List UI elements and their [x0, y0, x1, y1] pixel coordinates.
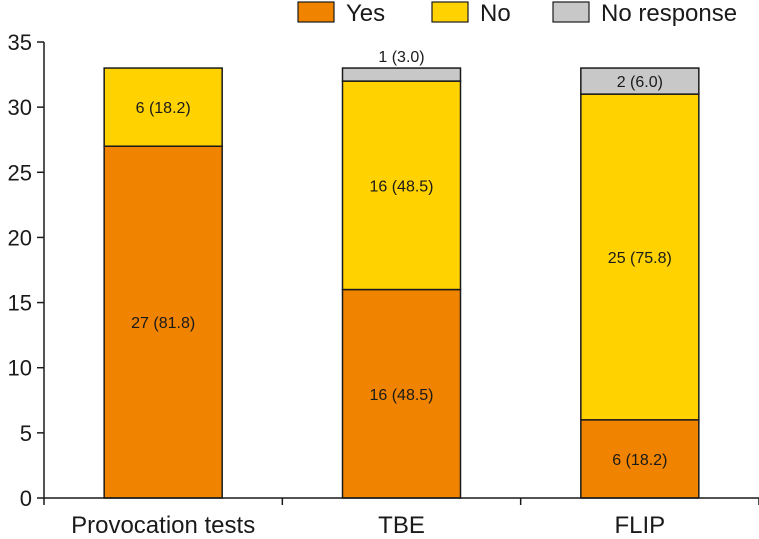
y-tick-label-5: 5 — [20, 421, 32, 446]
data-label-tbe-no-response: 1 (3.0) — [378, 49, 424, 66]
axes: 0 5 10 15 20 25 30 35 Provocation tests TBE FLIP — [8, 30, 759, 539]
legend-swatch-no — [431, 1, 469, 23]
y-tick-label-30: 30 — [8, 95, 32, 120]
y-tick-label-0: 0 — [20, 486, 32, 511]
bar-tbe-no — [341, 80, 462, 291]
legend-label-no: No — [480, 0, 511, 27]
legend-label-no-response: No response — [601, 0, 737, 27]
bars: 27 (81.8) 6 (18.2) 16 (48.5) 16 (48.5) 1 (3.… — [103, 49, 700, 499]
bar-tbe-no-response — [341, 67, 462, 82]
y-tick-label-15: 15 — [8, 291, 32, 316]
data-label-flip-no: 25 (75.8) — [608, 250, 672, 267]
y-tick-label-20: 20 — [8, 225, 32, 250]
bar-flip-no — [580, 93, 700, 421]
bar-provocation-tests-yes — [103, 145, 223, 499]
y-tick-label-10: 10 — [8, 356, 32, 381]
y-tick-label-35: 35 — [8, 30, 32, 55]
data-label-provocation-tests-yes: 27 (81.8) — [131, 315, 195, 332]
data-label-provocation-tests-no: 6 (18.2) — [136, 100, 191, 117]
bar-flip-no-response — [580, 67, 700, 95]
data-label-flip-no-response: 2 (6.0) — [617, 74, 663, 91]
x-tick-label-provocation-tests: Provocation tests — [71, 512, 255, 539]
data-label-tbe-yes: 16 (48.5) — [369, 387, 433, 404]
data-label-flip-yes: 6 (18.2) — [612, 452, 667, 469]
legend-label-yes: Yes — [346, 0, 385, 27]
legend: Yes No No response — [297, 0, 737, 27]
x-tick-label-tbe: TBE — [378, 512, 425, 539]
legend-swatch-yes — [297, 1, 335, 23]
y-tick-label-25: 25 — [8, 160, 32, 185]
bar-provocation-tests-no — [103, 67, 223, 147]
data-label-tbe-no: 16 (48.5) — [369, 178, 433, 195]
legend-swatch-no-response — [552, 1, 590, 23]
x-tick-label-flip: FLIP — [614, 512, 665, 539]
